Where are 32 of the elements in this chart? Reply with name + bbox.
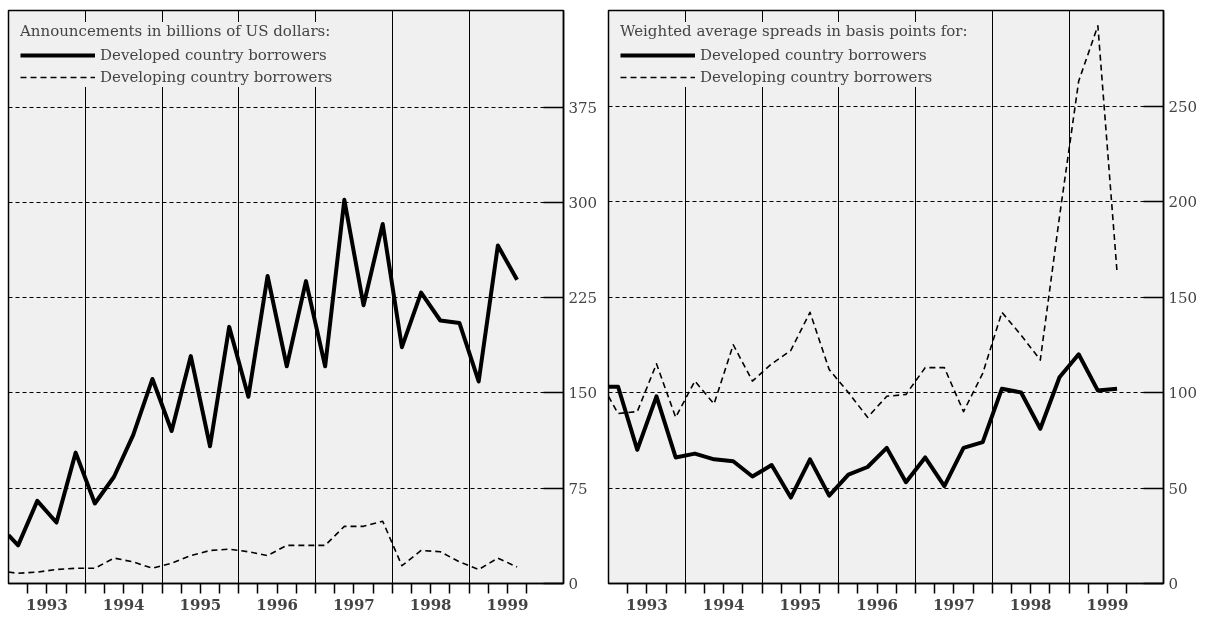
x-tick-label: 1995: [779, 595, 822, 614]
legend-label: Developed country borrowers: [100, 46, 327, 64]
y-tick-label: 0: [1168, 575, 1179, 593]
y-tick-label: 375: [568, 98, 598, 117]
y-tick-label: 150: [1168, 288, 1198, 307]
legend-title: Weighted average spreads in basis points for:: [620, 22, 968, 40]
y-tick-label: 0: [568, 575, 579, 593]
y-tick-label: 100: [1168, 384, 1198, 402]
x-tick-label: 1999: [486, 595, 529, 614]
legend-title: Announcements in billions of US dollars:: [20, 22, 332, 40]
y-tick-label: 50: [1168, 479, 1188, 498]
y-tick-label: 200: [1168, 193, 1198, 211]
legend-label: Developing country borrowers: [100, 68, 333, 86]
x-tick-label: 1997: [333, 595, 375, 614]
x-tick-label: 1994: [702, 595, 745, 614]
x-tick-label: 1998: [409, 595, 452, 614]
x-tick-label: 1993: [26, 595, 68, 614]
x-tick-label: 1996: [256, 595, 299, 614]
legend-label: Developing country borrowers: [700, 68, 933, 86]
y-tick-label: 75: [568, 479, 588, 498]
x-tick-label: 1993: [626, 595, 668, 614]
y-tick-label: 225: [568, 289, 598, 308]
legend-label: Developed country borrowers: [700, 46, 927, 64]
x-tick-label: 1997: [933, 595, 975, 614]
y-tick-label: 150: [568, 384, 598, 403]
x-tick-label: 1998: [1009, 595, 1052, 614]
x-tick-label: 1994: [102, 595, 145, 614]
x-tick-label: 1996: [856, 595, 899, 614]
y-tick-label: 300: [568, 193, 598, 212]
y-tick-label: 250: [1168, 97, 1198, 116]
x-tick-label: 1999: [1086, 595, 1129, 614]
x-tick-label: 1995: [179, 595, 222, 614]
